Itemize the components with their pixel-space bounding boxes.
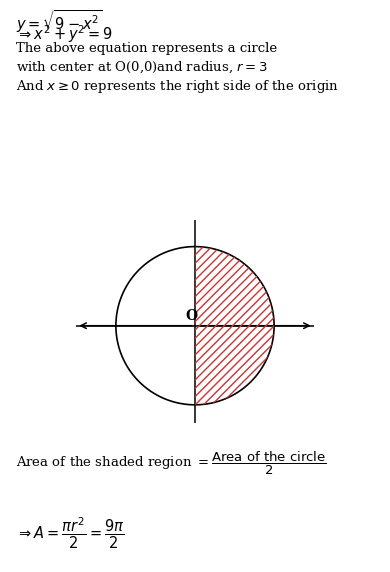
Text: with center at O(0,0)and radius, $r = 3$: with center at O(0,0)and radius, $r = 3$ xyxy=(16,59,268,75)
Text: And $x \geq 0$ represents the right side of the origin: And $x \geq 0$ represents the right side… xyxy=(16,78,339,94)
Text: $y = \sqrt{9 - x^2}$: $y = \sqrt{9 - x^2}$ xyxy=(16,7,102,34)
Text: Area of the shaded region $= \dfrac{\mathrm{Area\ of\ the\ circle}}{2}$: Area of the shaded region $= \dfrac{\mat… xyxy=(16,450,326,477)
Text: $\Rightarrow A = \dfrac{\pi r^2}{2} = \dfrac{9\pi}{2}$: $\Rightarrow A = \dfrac{\pi r^2}{2} = \d… xyxy=(16,515,124,551)
Text: The above equation represents a circle: The above equation represents a circle xyxy=(16,42,277,55)
Text: O: O xyxy=(186,309,198,323)
Text: $\Rightarrow x^2 + y^2 = 9$: $\Rightarrow x^2 + y^2 = 9$ xyxy=(16,23,112,45)
